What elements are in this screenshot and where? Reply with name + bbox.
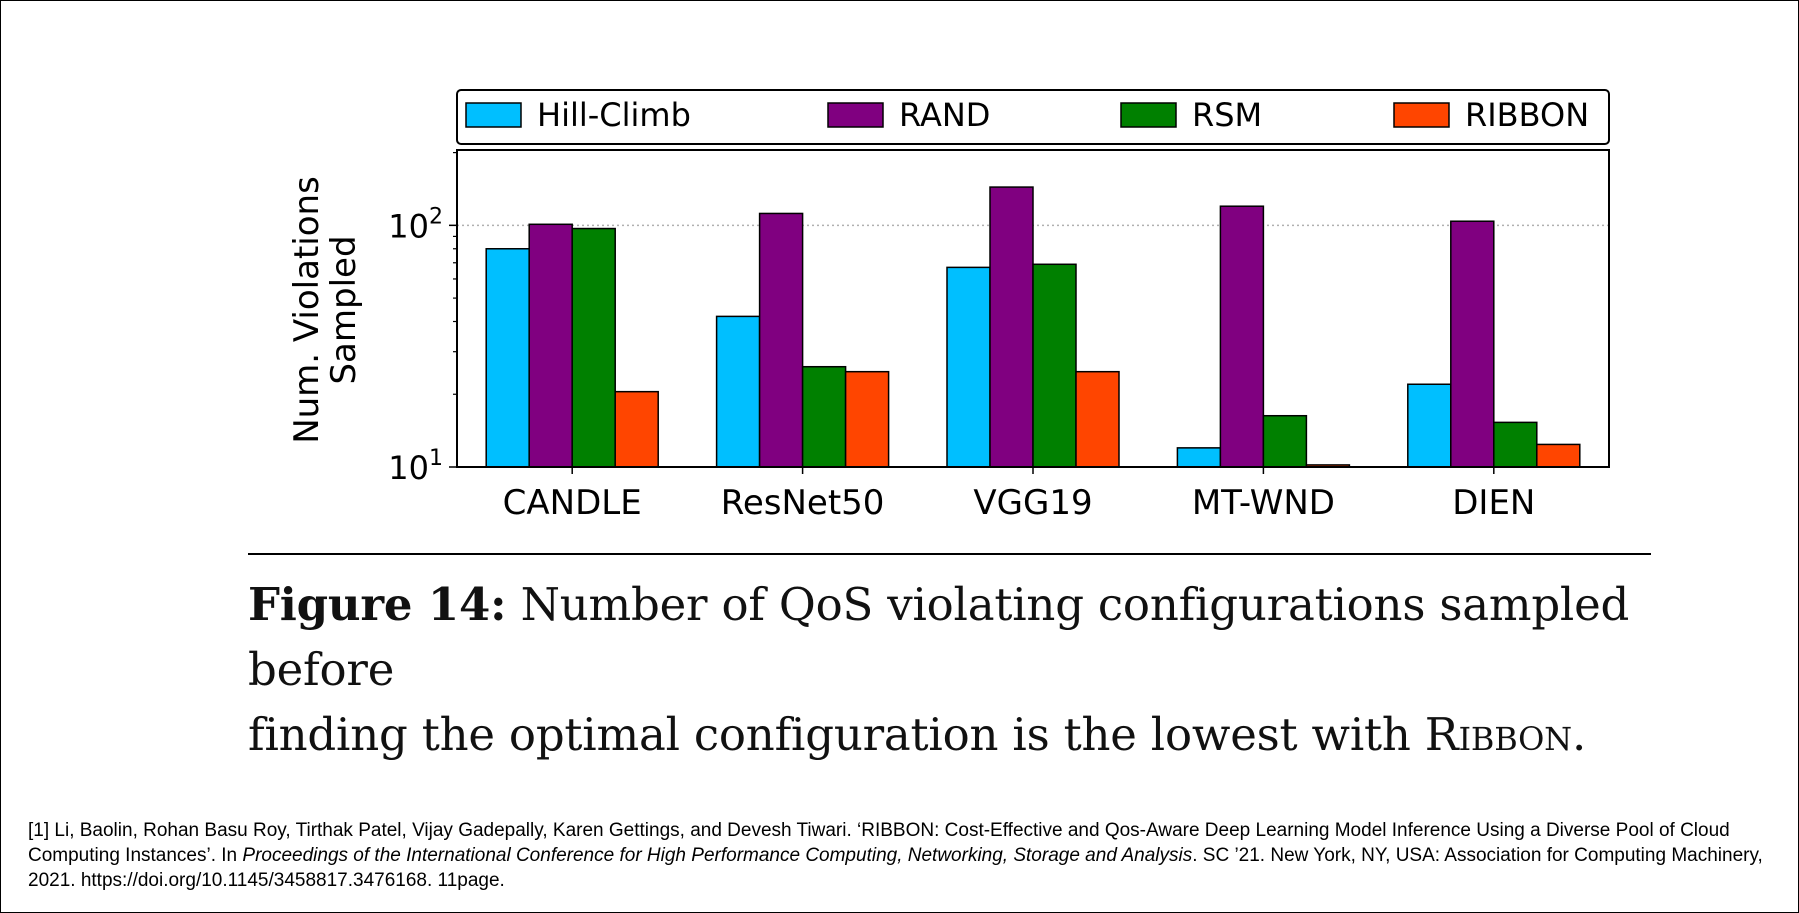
legend-swatch-hill-climb <box>465 102 522 128</box>
bar-rand-candle <box>528 223 573 468</box>
reference-part-2: . SC ’21. New York, NY, USA: Association… <box>28 845 1763 891</box>
bar-ribbon-dien <box>1536 443 1581 468</box>
bar-ribbon-resnet50 <box>844 370 890 468</box>
bar-hill-climb-resnet50 <box>715 315 761 468</box>
bar-rsm-mt-wnd <box>1262 414 1308 468</box>
figure-label: Figure 14: <box>248 578 507 631</box>
bar-rsm-dien <box>1493 421 1538 468</box>
x-tick-label: ResNet50 <box>721 483 885 523</box>
x-tick-label: DIEN <box>1452 483 1535 523</box>
bar-ribbon-vgg19 <box>1075 370 1120 468</box>
y-axis-label-line2: Sampled <box>324 235 364 384</box>
y-tick-label: 102 <box>388 204 443 245</box>
bar-rsm-vgg19 <box>1032 263 1077 468</box>
caption-line-1: Figure 14: Number of QoS violating confi… <box>248 572 1658 702</box>
bar-hill-climb-mt-wnd <box>1176 447 1222 468</box>
y-tick-label: 101 <box>388 446 443 487</box>
y-axis: 101 102 <box>388 151 457 487</box>
caption-ribbon: Ribbon <box>1424 708 1572 761</box>
caption-text-2: finding the optimal configuration is the… <box>248 708 1411 761</box>
legend-swatch-ribbon <box>1393 102 1450 128</box>
figure-caption: Figure 14: Number of QoS violating confi… <box>248 572 1658 767</box>
caption-period: . <box>1571 708 1587 761</box>
x-tick-label: MT-WND <box>1192 483 1335 523</box>
y-axis-label-line1: Num. Violations <box>287 176 327 444</box>
reference-citation: [1] Li, Baolin, Rohan Basu Roy, Tirthak … <box>28 818 1778 893</box>
legend-label-rsm: RSM <box>1192 96 1262 134</box>
reference-venue: Proceedings of the International Confere… <box>242 845 1193 866</box>
x-axis: CANDLE ResNet50 VGG19 MT-WND DIEN <box>503 467 1535 523</box>
bar-rand-mt-wnd <box>1219 205 1265 468</box>
bars <box>485 186 1581 468</box>
legend-label-rand: RAND <box>899 96 990 134</box>
bar-hill-climb-candle <box>485 248 530 468</box>
bar-rsm-resnet50 <box>801 365 847 468</box>
legend-label-ribbon: RIBBON <box>1465 96 1589 134</box>
legend-swatch-rsm <box>1120 102 1177 128</box>
caption-divider <box>248 553 1651 555</box>
legend-swatch-rand <box>827 102 884 128</box>
bar-rand-dien <box>1450 220 1495 468</box>
bar-rsm-candle <box>571 227 616 468</box>
caption-line-2: finding the optimal configuration is the… <box>248 702 1658 767</box>
reference-part-1: [1] Li, Baolin, Rohan Basu Roy, Tirthak … <box>28 820 1730 866</box>
legend: Hill-Climb RAND RSM RIBBON <box>456 89 1610 145</box>
bar-hill-climb-vgg19 <box>946 266 991 468</box>
bar-rand-vgg19 <box>989 186 1034 468</box>
x-tick-label: VGG19 <box>973 483 1092 523</box>
bar-rand-resnet50 <box>758 212 804 468</box>
caption-text-1: Number of QoS violating configurations s… <box>248 578 1630 696</box>
legend-box <box>456 89 1610 145</box>
legend-label-hill-climb: Hill-Climb <box>537 96 691 134</box>
bar-ribbon-candle <box>614 390 659 468</box>
bar-hill-climb-dien <box>1407 383 1452 468</box>
x-tick-label: CANDLE <box>503 483 642 523</box>
